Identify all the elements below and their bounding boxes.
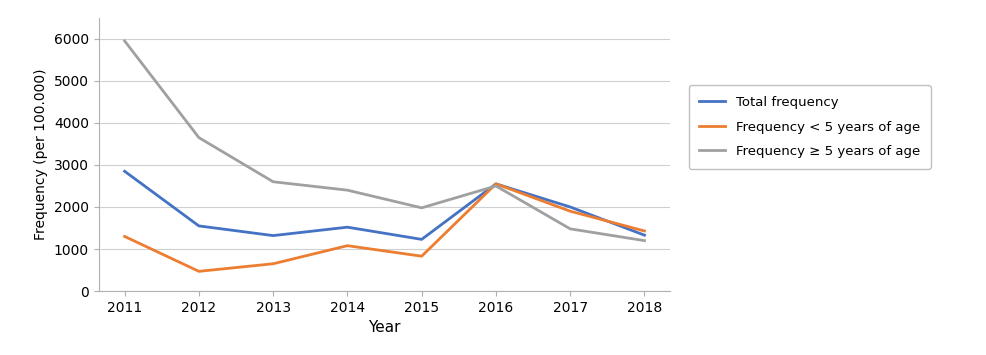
Frequency ≥ 5 years of age bbox=[564, 227, 576, 231]
Total frequency bbox=[193, 224, 205, 228]
Frequency ≥ 5 years of age bbox=[490, 184, 502, 188]
Frequency ≥ 5 years of age bbox=[267, 180, 279, 184]
Total frequency bbox=[416, 237, 428, 241]
Frequency < 5 years of age bbox=[490, 182, 502, 186]
Frequency ≥ 5 years of age bbox=[193, 136, 205, 140]
Frequency ≥ 5 years of age bbox=[341, 188, 353, 192]
Frequency < 5 years of age bbox=[193, 269, 205, 273]
Frequency < 5 years of age bbox=[416, 254, 428, 258]
Total frequency bbox=[267, 234, 279, 238]
Frequency ≥ 5 years of age bbox=[416, 206, 428, 210]
Total frequency bbox=[639, 233, 651, 237]
X-axis label: Year: Year bbox=[369, 320, 400, 335]
Total frequency bbox=[118, 169, 130, 173]
Line: Total frequency: Total frequency bbox=[124, 171, 645, 239]
Frequency < 5 years of age bbox=[639, 229, 651, 233]
Legend: Total frequency, Frequency < 5 years of age, Frequency ≥ 5 years of age: Total frequency, Frequency < 5 years of … bbox=[688, 85, 931, 169]
Line: Frequency < 5 years of age: Frequency < 5 years of age bbox=[124, 184, 645, 271]
Total frequency bbox=[490, 182, 502, 186]
Y-axis label: Frequency (per 100.000): Frequency (per 100.000) bbox=[35, 69, 48, 240]
Total frequency bbox=[341, 225, 353, 229]
Line: Frequency ≥ 5 years of age: Frequency ≥ 5 years of age bbox=[124, 41, 645, 241]
Frequency < 5 years of age bbox=[118, 234, 130, 239]
Frequency < 5 years of age bbox=[341, 244, 353, 248]
Frequency < 5 years of age bbox=[267, 262, 279, 266]
Total frequency bbox=[564, 205, 576, 209]
Frequency ≥ 5 years of age bbox=[639, 239, 651, 243]
Frequency ≥ 5 years of age bbox=[118, 39, 130, 43]
Frequency < 5 years of age bbox=[564, 209, 576, 213]
